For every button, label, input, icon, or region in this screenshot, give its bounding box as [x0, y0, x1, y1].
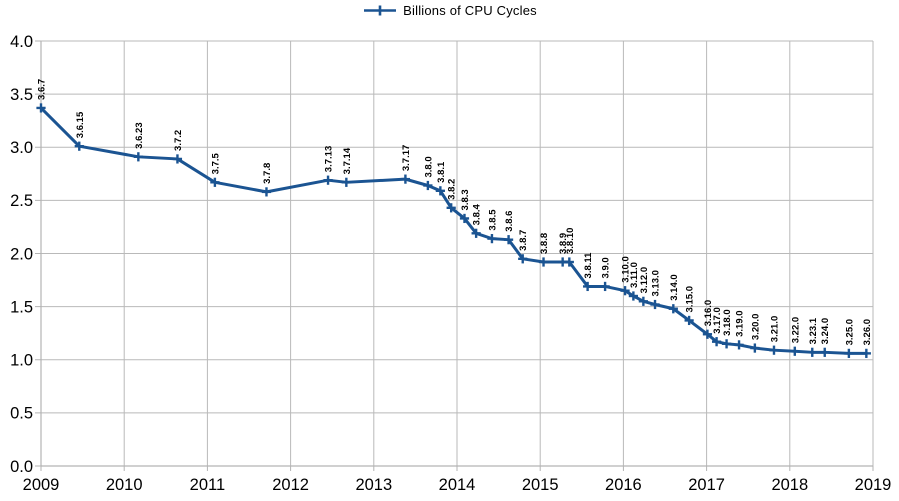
x-tick-label: 2016: [605, 476, 642, 494]
point-label: 3.8.9: [558, 233, 569, 254]
point-label: 3.22.0: [790, 317, 801, 343]
x-tick-label: 2012: [272, 476, 309, 494]
point-label: 3.26.0: [862, 319, 873, 345]
point-label: 3.8.8: [539, 233, 550, 254]
point-label: 3.21.0: [769, 316, 780, 342]
point-label: 3.14.0: [669, 274, 680, 300]
y-tick-label: 2.5: [10, 192, 33, 210]
y-tick-label: 1.0: [10, 352, 33, 370]
point-label: 3.7.8: [262, 163, 273, 184]
point-label: 3.7.14: [342, 147, 353, 174]
point-label: 3.7.2: [173, 130, 184, 151]
point-label: 3.16.0: [703, 300, 714, 326]
y-tick-label: 0.0: [10, 458, 33, 476]
x-tick-label: 2011: [190, 476, 225, 494]
point-label: 3.17.0: [712, 307, 723, 333]
y-tick-label: 2.0: [10, 245, 33, 263]
point-label: 3.20.0: [750, 314, 761, 340]
point-label: 3.6.15: [75, 111, 86, 138]
x-tick-label: 2019: [855, 476, 892, 494]
point-label: 3.12.0: [639, 267, 650, 293]
point-label: 3.19.0: [735, 310, 746, 336]
x-tick-label: 2009: [23, 476, 60, 494]
point-label: 3.8.0: [423, 156, 434, 177]
x-tick-label: 2014: [439, 476, 476, 494]
point-label: 3.8.7: [518, 230, 529, 251]
point-label: 3.8.11: [583, 252, 594, 279]
y-tick-label: 3.0: [10, 139, 33, 157]
y-tick-label: 3.5: [10, 86, 33, 104]
point-label: 3.8.6: [504, 211, 515, 232]
point-label: 3.8.4: [472, 203, 483, 225]
point-label: 3.11.0: [629, 262, 640, 288]
point-label: 3.18.0: [722, 309, 733, 335]
point-label: 3.23.1: [808, 317, 819, 344]
point-label: 3.13.0: [651, 270, 662, 296]
x-tick-label: 2015: [522, 476, 559, 494]
y-tick-label: 1.5: [10, 298, 33, 316]
point-label: 3.8.10: [565, 228, 576, 254]
point-label: 3.8.5: [487, 209, 498, 231]
y-tick-label: 4.0: [10, 33, 33, 51]
point-label: 3.7.5: [210, 152, 221, 174]
point-label: 3.24.0: [820, 318, 831, 344]
point-label: 3.6.23: [134, 122, 145, 148]
point-label: 3.25.0: [844, 319, 855, 345]
x-tick-label: 2018: [771, 476, 808, 494]
point-label: 3.10.0: [621, 256, 632, 282]
point-label: 3.8.3: [460, 189, 471, 210]
y-tick-label: 0.5: [10, 405, 33, 423]
point-label: 3.8.2: [447, 179, 458, 200]
x-tick-label: 2017: [688, 476, 725, 494]
x-tick-label: 2013: [355, 476, 392, 494]
point-label: 3.9.0: [601, 257, 612, 278]
point-label: 3.7.17: [401, 145, 412, 171]
x-tick-label: 2010: [106, 476, 143, 494]
point-label: 3.7.13: [324, 146, 335, 172]
point-label: 3.8.1: [436, 161, 447, 183]
point-label: 3.6.7: [37, 79, 48, 100]
point-label: 3.15.0: [685, 286, 696, 312]
